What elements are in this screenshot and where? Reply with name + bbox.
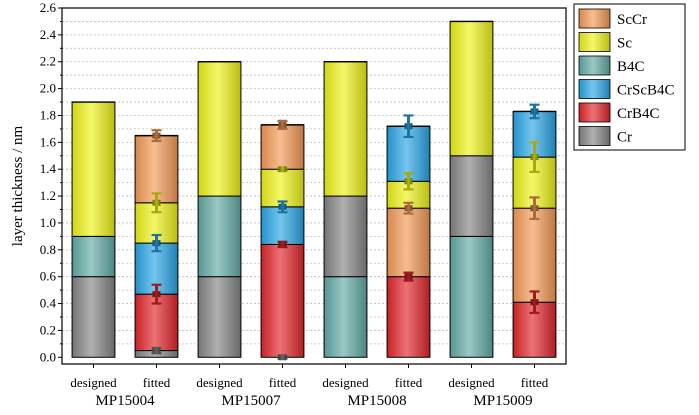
x-category-label: fitted bbox=[269, 375, 297, 390]
bar-segment-CrB4C bbox=[260, 243, 305, 358]
bar-segment-B4C bbox=[449, 235, 494, 358]
error-marker-CrScB4C bbox=[404, 123, 413, 130]
y-tick-label: 1.0 bbox=[40, 215, 56, 230]
bar-MP15004-fitted bbox=[134, 129, 179, 358]
bar-MP15008-fitted bbox=[386, 114, 431, 358]
legend-swatch-CrB4C bbox=[578, 102, 611, 123]
legend-label-Cr: Cr bbox=[617, 130, 632, 146]
y-tick-label: 2.0 bbox=[40, 81, 56, 96]
bar-segment-B4C bbox=[71, 235, 116, 278]
legend-swatch-Cr bbox=[578, 126, 611, 146]
bar-MP15004-designed bbox=[71, 101, 116, 358]
bar-segment-ScCr bbox=[386, 207, 431, 278]
error-marker-Cr bbox=[278, 354, 287, 361]
x-category-label: fitted bbox=[395, 375, 423, 390]
y-tick-label: 2.2 bbox=[40, 54, 56, 69]
bar-segment-ScCr bbox=[512, 207, 557, 303]
plot-frame bbox=[61, 7, 567, 365]
legend-swatch-CrScB4C bbox=[578, 79, 611, 99]
y-tick-label: 0.0 bbox=[40, 349, 56, 364]
bar-MP15009-fitted bbox=[512, 103, 557, 358]
error-marker-ScCr bbox=[404, 205, 413, 212]
y-tick-label: 0.6 bbox=[40, 269, 57, 284]
error-marker-CrB4C bbox=[404, 273, 413, 280]
bar-segment-Cr bbox=[449, 155, 494, 237]
error-marker-CrScB4C bbox=[278, 203, 287, 210]
x-group-label: MP15004 bbox=[95, 393, 155, 409]
x-category-label: designed bbox=[70, 375, 117, 390]
error-marker-Sc bbox=[530, 154, 539, 161]
y-tick-label: 1.4 bbox=[40, 161, 57, 176]
axes bbox=[61, 7, 567, 368]
bar-MP15007-fitted bbox=[260, 119, 305, 361]
bar-segment-Sc bbox=[323, 61, 368, 197]
legend-swatch-ScCr bbox=[578, 8, 611, 29]
x-group-label: MP15009 bbox=[473, 393, 532, 409]
error-marker-CrScB4C bbox=[152, 240, 161, 247]
y-axis-title: layer thickness / nm bbox=[10, 125, 26, 246]
bar-segment-Cr bbox=[323, 195, 368, 278]
error-marker-CrB4C bbox=[530, 299, 539, 306]
bars bbox=[71, 20, 557, 361]
bar-MP15007-designed bbox=[197, 61, 242, 358]
error-marker-Cr bbox=[152, 347, 161, 354]
bar-segment-B4C bbox=[197, 195, 242, 278]
x-category-labels: designed fitted designed fitted designed fitt… bbox=[70, 375, 548, 409]
error-marker-CrB4C bbox=[278, 241, 287, 248]
bar-segment-Sc bbox=[197, 61, 242, 197]
bar-MP15009-designed bbox=[449, 20, 494, 358]
bar-MP15008-designed bbox=[323, 61, 368, 358]
x-category-label: designed bbox=[322, 375, 369, 390]
legend-swatch-B4C bbox=[578, 55, 611, 76]
x-category-label: fitted bbox=[143, 375, 171, 390]
x-group-label: MP15007 bbox=[221, 393, 281, 409]
legend-label-B4C: B4C bbox=[617, 59, 645, 75]
error-marker-Sc bbox=[152, 199, 161, 206]
bar-segment-Sc bbox=[71, 101, 116, 237]
bar-segment-B4C bbox=[323, 276, 368, 358]
error-marker-ScCr bbox=[152, 132, 161, 139]
error-marker-CrScB4C bbox=[530, 108, 539, 115]
y-tick-label: 1.6 bbox=[40, 134, 57, 149]
x-category-label: fitted bbox=[521, 375, 549, 390]
y-tick-labels: 0.0 0.2 0.4 0.6 0.8 1.0 1.2 1.4 1.6 1.8 2.0 2.2 2.4 2… bbox=[40, 0, 62, 364]
x-category-label: designed bbox=[196, 375, 243, 390]
legend-label-Sc: Sc bbox=[617, 36, 632, 52]
legend-label-CrB4C: CrB4C bbox=[617, 106, 660, 122]
error-marker-ScCr bbox=[530, 205, 539, 212]
legend-label-CrScB4C: CrScB4C bbox=[617, 83, 675, 99]
y-tick-label: 0.4 bbox=[40, 296, 57, 311]
bar-segment-Cr bbox=[197, 276, 242, 358]
bar-segment-Sc bbox=[449, 20, 494, 157]
y-tick-label: 0.8 bbox=[40, 242, 56, 257]
legend: ScCr Sc B4C CrScB4C CrB4C Cr bbox=[573, 3, 686, 151]
y-tick-label: 2.6 bbox=[40, 0, 57, 15]
error-marker-ScCr bbox=[278, 121, 287, 128]
error-marker-CrB4C bbox=[152, 291, 161, 298]
error-marker-Sc bbox=[404, 178, 413, 185]
legend-swatch-Sc bbox=[578, 32, 611, 52]
x-category-label: designed bbox=[448, 375, 495, 390]
bar-segment-ScCr bbox=[260, 124, 305, 170]
legend-label-ScCr: ScCr bbox=[617, 12, 647, 28]
y-tick-label: 1.8 bbox=[40, 107, 56, 122]
x-group-label: MP15008 bbox=[347, 393, 406, 409]
y-tick-label: 2.4 bbox=[40, 27, 57, 42]
y-tick-label: 0.2 bbox=[40, 322, 56, 337]
bar-segment-CrB4C bbox=[386, 276, 431, 358]
error-marker-Sc bbox=[278, 166, 287, 173]
bar-segment-Cr bbox=[71, 276, 116, 358]
y-tick-label: 1.2 bbox=[40, 188, 56, 203]
